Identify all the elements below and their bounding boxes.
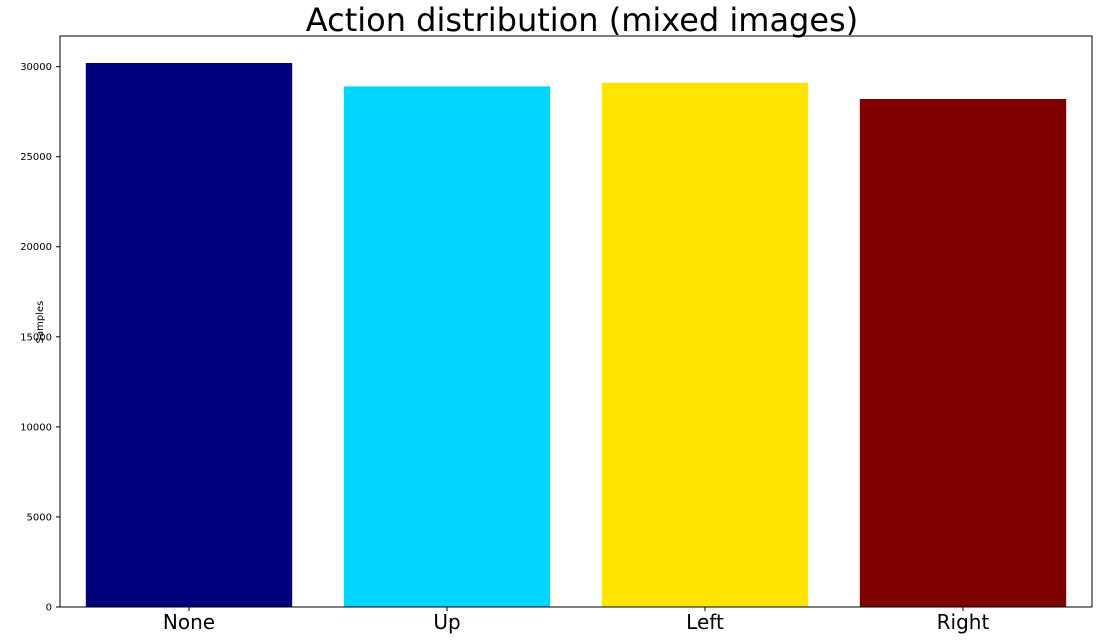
- bar-up: [343, 86, 551, 607]
- bars-layer: [85, 63, 1067, 608]
- y-tick-label: 25000: [20, 152, 52, 163]
- y-axis-ticks: 0 5000 10000 15000 20000 25000 30000: [20, 62, 60, 614]
- bar-left: [601, 82, 809, 608]
- x-tick-label: Right: [937, 610, 990, 634]
- bar-none: [85, 63, 293, 607]
- x-tick-label: Up: [433, 610, 460, 634]
- y-tick-label: 30000: [20, 62, 52, 73]
- y-tick-label: 15000: [20, 332, 52, 343]
- y-tick-label: 5000: [27, 512, 52, 523]
- y-tick-label: 20000: [20, 242, 52, 253]
- x-tick-label: Left: [686, 610, 724, 634]
- x-axis-ticks: None Up Left Right: [163, 607, 990, 634]
- x-tick-label: None: [163, 610, 215, 634]
- chart-title: Action distribution (mixed images): [306, 1, 858, 39]
- y-tick-label: 0: [46, 603, 52, 614]
- y-tick-label: 10000: [20, 422, 52, 433]
- bar-right: [859, 99, 1067, 607]
- plot-frame: [59, 35, 1093, 608]
- y-axis-label: Samples: [35, 301, 46, 344]
